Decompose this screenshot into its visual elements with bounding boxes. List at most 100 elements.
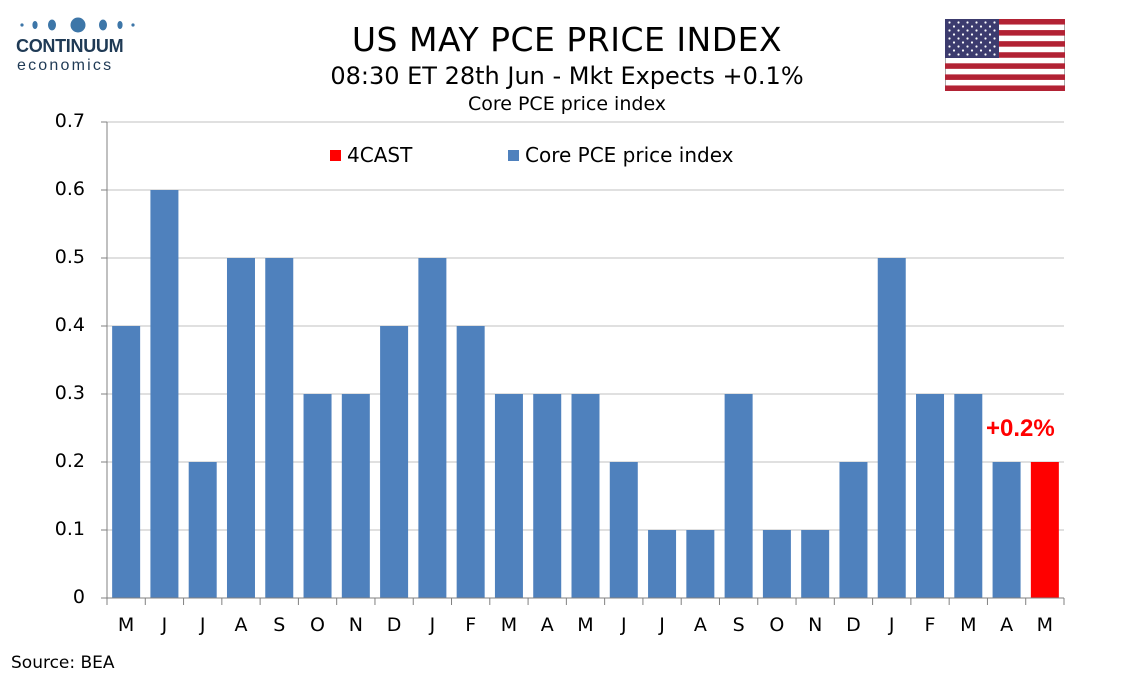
x-tick-label: M bbox=[500, 614, 518, 636]
x-tick-label: N bbox=[348, 614, 363, 636]
flag-star bbox=[948, 29, 951, 32]
flag-star bbox=[993, 53, 996, 56]
flag-star bbox=[993, 29, 996, 32]
flag-star bbox=[988, 33, 992, 36]
bar-core-pce bbox=[877, 258, 906, 598]
flag-star bbox=[993, 37, 996, 40]
flag-star bbox=[984, 29, 987, 32]
y-tick-label: 0.3 bbox=[54, 382, 85, 404]
flag-star bbox=[961, 49, 965, 52]
flag-star bbox=[957, 37, 960, 40]
flag-star bbox=[970, 49, 974, 52]
x-tick-label: N bbox=[808, 614, 823, 636]
x-tick-label: O bbox=[769, 614, 785, 636]
flag-stripe bbox=[945, 30, 1065, 36]
x-tick-label: D bbox=[846, 614, 861, 636]
y-tick-label: 0.4 bbox=[54, 314, 85, 336]
flag-star bbox=[948, 53, 951, 56]
y-tick-label: 0 bbox=[72, 586, 85, 608]
flag-stripe bbox=[945, 19, 1065, 25]
flag-star bbox=[975, 45, 978, 48]
bars bbox=[112, 190, 1059, 598]
bar-forecast bbox=[1030, 462, 1059, 598]
flag-stripe bbox=[945, 63, 1065, 69]
bar-core-pce bbox=[954, 394, 983, 598]
bar-core-pce bbox=[456, 326, 485, 598]
x-tick-label: A bbox=[234, 614, 248, 636]
flag-stripe bbox=[945, 85, 1065, 91]
flag-star bbox=[988, 25, 992, 28]
bar-core-pce bbox=[648, 530, 677, 598]
flag-star bbox=[984, 53, 987, 56]
x-tick-label: M bbox=[1036, 614, 1054, 636]
x-tick-label: A bbox=[540, 614, 554, 636]
flag-star bbox=[988, 49, 992, 52]
flag-star bbox=[952, 33, 956, 36]
flag-star bbox=[979, 25, 983, 28]
flag-star bbox=[975, 21, 978, 24]
flag-stripe bbox=[945, 52, 1065, 58]
flag-star bbox=[966, 37, 969, 40]
y-tick-label: 0.1 bbox=[54, 518, 85, 540]
axes bbox=[101, 121, 1065, 605]
flag-star bbox=[966, 29, 969, 32]
page-title: US MAY PCE PRICE INDEX bbox=[351, 20, 783, 59]
x-tick-label: J bbox=[659, 614, 665, 636]
flag-star bbox=[957, 53, 960, 56]
flag-star bbox=[961, 33, 965, 36]
flag-star bbox=[966, 53, 969, 56]
bar-core-pce bbox=[494, 394, 523, 598]
bar-core-pce bbox=[341, 394, 370, 598]
bar-core-pce bbox=[724, 394, 753, 598]
bar-core-pce bbox=[801, 530, 830, 598]
source-note: Source: BEA bbox=[11, 653, 115, 673]
flag-star bbox=[979, 49, 983, 52]
logo-brand: CONTINUUM bbox=[16, 36, 124, 56]
x-tick-label: J bbox=[620, 614, 627, 636]
flag-star bbox=[948, 37, 951, 40]
legend-label-4cast: 4CAST bbox=[347, 143, 413, 167]
y-tick-label: 0.6 bbox=[54, 178, 85, 200]
x-tick-label: J bbox=[199, 614, 206, 636]
x-tick-label: M bbox=[577, 614, 594, 636]
flag-star bbox=[966, 45, 969, 48]
flag-star bbox=[979, 41, 983, 44]
flag-star bbox=[975, 37, 978, 40]
flag-star bbox=[957, 45, 960, 48]
flag-star bbox=[957, 21, 960, 24]
flag-star bbox=[975, 29, 978, 32]
x-tick-label: O bbox=[310, 614, 326, 636]
bar-core-pce bbox=[992, 462, 1021, 598]
bar-core-pce bbox=[418, 258, 447, 598]
flag-star bbox=[948, 45, 951, 48]
forecast-callout: +0.2% bbox=[986, 415, 1055, 442]
us-flag-icon bbox=[945, 19, 1065, 91]
bar-core-pce bbox=[150, 190, 179, 598]
flag-star bbox=[961, 41, 965, 44]
flag-star bbox=[952, 41, 956, 44]
bar-core-pce bbox=[762, 530, 791, 598]
legend-swatch-core-pce bbox=[508, 150, 519, 161]
flag-stripe bbox=[945, 41, 1065, 47]
logo-dots-icon bbox=[20, 17, 135, 33]
flag-star bbox=[984, 21, 987, 24]
flag-star bbox=[952, 49, 956, 52]
flag-star bbox=[961, 25, 965, 28]
bar-core-pce bbox=[609, 462, 638, 598]
x-tick-label: J bbox=[161, 614, 168, 636]
x-tick-label: M bbox=[960, 614, 977, 636]
legend-4cast: 4CAST bbox=[330, 143, 412, 167]
x-tick-label: J bbox=[888, 614, 895, 636]
x-tick-label: F bbox=[924, 614, 936, 636]
flag-star bbox=[975, 53, 978, 56]
bar-core-pce bbox=[303, 394, 332, 598]
logo: CONTINUUM economics bbox=[12, 14, 142, 76]
bar-core-pce bbox=[839, 462, 868, 598]
flag-star bbox=[984, 45, 987, 48]
flag-star bbox=[993, 45, 996, 48]
page-subtitle: 08:30 ET 28th Jun - Mkt Expects +0.1% bbox=[330, 62, 804, 90]
y-tick-label: 0.5 bbox=[54, 246, 85, 268]
bar-core-pce bbox=[686, 530, 715, 598]
x-tick-label: S bbox=[732, 614, 745, 636]
